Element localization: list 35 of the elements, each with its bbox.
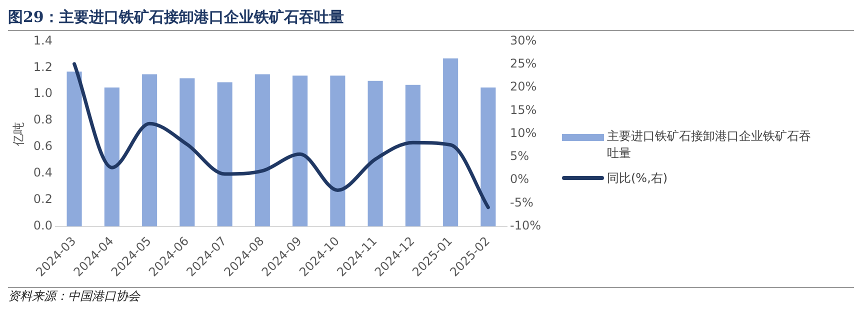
bar [142, 74, 158, 226]
line-series [72, 62, 490, 210]
y-tick-label: 0.0 [33, 218, 52, 232]
y-tick-label: 0.8 [33, 112, 52, 127]
y2-tick-label: 0% [510, 172, 530, 186]
y2-tick-label: 30% [510, 33, 537, 48]
bar [104, 87, 120, 226]
bar [66, 72, 82, 226]
y-tick-label: 1.0 [33, 86, 52, 100]
legend-label: 主要进口铁矿石接卸港口企业铁矿石吞吐量 [607, 128, 812, 162]
y-tick-label: 1.4 [33, 33, 52, 48]
y-tick-label: 0.2 [33, 192, 52, 206]
y-tick-label: 0.4 [33, 166, 52, 180]
y2-tick-label: 20% [510, 80, 537, 94]
y2-tick-label: 25% [510, 56, 537, 70]
y-tick-label: 0.6 [33, 139, 52, 154]
y2-tick-label: 15% [510, 102, 537, 117]
bar [254, 74, 270, 226]
y-axis-title: 亿吨 [11, 122, 26, 147]
bar [368, 80, 383, 226]
bar [330, 76, 346, 226]
bar [405, 84, 420, 226]
bar [180, 78, 195, 226]
text: 资料来源：中国港口协会 [8, 288, 854, 305]
y2-tick-label: -10% [510, 218, 542, 232]
bar [480, 87, 496, 226]
chart-title: 图29：主要进口铁矿石接卸港口企业铁矿石吞吐量 [8, 8, 854, 31]
bar [292, 76, 308, 226]
y2-tick-label: 10% [510, 126, 537, 140]
bar [443, 58, 458, 226]
bar [217, 82, 232, 226]
y2-tick-label: 5% [510, 149, 530, 164]
legend-label: 同比(%,右) [607, 170, 669, 186]
y2-tick-label: -5% [510, 195, 534, 210]
y-tick-label: 1.2 [33, 60, 52, 74]
